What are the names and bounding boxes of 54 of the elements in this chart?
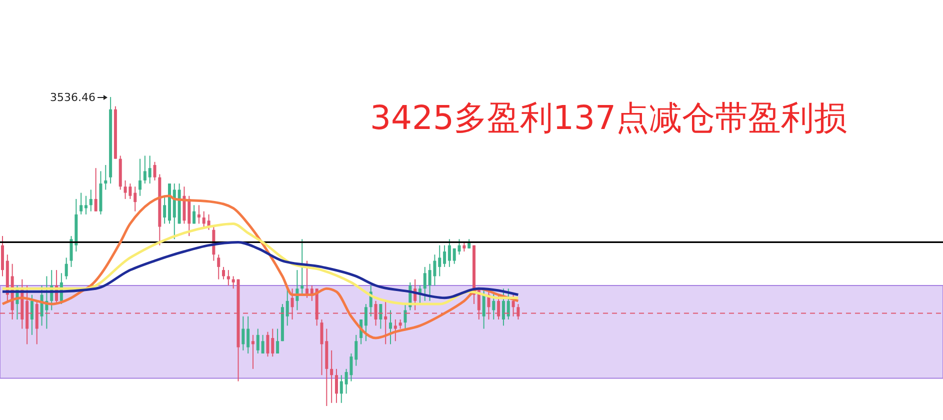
candlestick: [334, 368, 338, 404]
annotation: 3536.46: [50, 91, 96, 104]
candlestick: [163, 195, 166, 224]
candlestick: [222, 266, 226, 280]
candlestick: [64, 257, 68, 280]
candlestick: [340, 374, 343, 404]
candlestick: [197, 204, 200, 224]
candlestick: [286, 288, 289, 326]
candlestick: [452, 248, 456, 264]
candlestick: [153, 161, 156, 181]
candlestick: [89, 189, 92, 212]
candlestick: [217, 254, 220, 280]
candlestick: [330, 350, 334, 404]
candlestick: [502, 288, 505, 326]
candlestick: [30, 294, 34, 336]
candlestick: [261, 334, 264, 354]
candlestick: [104, 164, 108, 190]
candlestick: [458, 238, 461, 256]
candlestick: [448, 238, 451, 268]
candlestick: [232, 276, 235, 290]
candlestick: [389, 310, 392, 345]
candlestick: [148, 155, 152, 184]
candlestick: [271, 328, 274, 358]
candlestick: [398, 318, 402, 330]
candlestick: [482, 288, 486, 330]
text: 3425多盈利137点减仓带盈利损: [370, 97, 847, 139]
candlestick: [276, 328, 280, 354]
candlestick: [443, 244, 446, 268]
candlestick: [192, 204, 196, 224]
candlestick: [134, 186, 137, 212]
candlestick: [94, 168, 98, 212]
candlestick: [438, 244, 442, 277]
candlestick: [242, 316, 245, 351]
candlestick: [492, 291, 496, 320]
candlestick: [226, 270, 230, 286]
candlestick: [354, 334, 358, 366]
candlestick: [462, 242, 466, 252]
candlestick: [202, 210, 206, 228]
candlestick: [138, 158, 142, 196]
candlestick: [394, 318, 397, 342]
candlestick: [506, 288, 510, 320]
candlestick: [246, 316, 250, 354]
candlestick: [404, 304, 407, 330]
candlestick: [143, 155, 146, 184]
candlestick: [251, 334, 254, 370]
candlestick: [80, 192, 83, 215]
candlestick: [423, 266, 426, 302]
candlestick: [300, 238, 304, 296]
candlestick: [84, 195, 88, 215]
candlestick: [266, 331, 270, 358]
candlestick: [364, 304, 368, 342]
candlestick: [379, 304, 382, 330]
candlestick: [320, 318, 324, 376]
candlestick: [256, 328, 260, 354]
